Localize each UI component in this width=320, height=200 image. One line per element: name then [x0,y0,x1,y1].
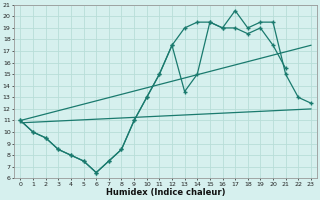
X-axis label: Humidex (Indice chaleur): Humidex (Indice chaleur) [106,188,225,197]
